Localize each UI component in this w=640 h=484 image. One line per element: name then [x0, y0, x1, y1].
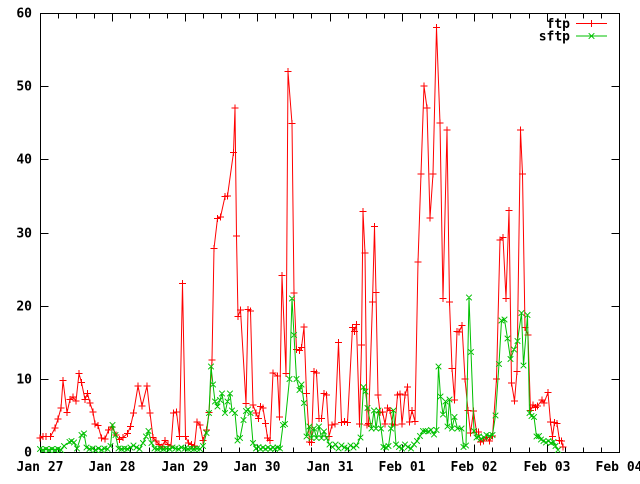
y-tick-label: 30: [16, 227, 32, 242]
sftp-line: [39, 297, 559, 451]
legend-sample-ftp: [576, 20, 607, 27]
x-tick-label: Feb 02: [451, 460, 498, 475]
x-axis: [40, 13, 620, 453]
y-axis: [40, 13, 620, 453]
sftp-markers: [36, 294, 562, 454]
legend-sample-sftp: [576, 32, 607, 40]
x-tick-label: Feb 03: [524, 460, 571, 475]
legend-marker-cross-icon: [588, 32, 595, 40]
x-tick-label: Feb 01: [379, 460, 426, 475]
x-tick-label: Jan 27: [17, 460, 64, 475]
y-tick-label: 0: [24, 446, 32, 461]
axes: [40, 13, 620, 453]
plot-border: [40, 13, 620, 453]
y-tick-label: 50: [16, 80, 32, 95]
x-tick-label: Jan 31: [307, 460, 354, 475]
legend-marker-plus-icon: [588, 20, 595, 27]
y-tick-label: 20: [16, 300, 32, 315]
y-tick-label: 10: [16, 373, 32, 388]
y-tick-label: 60: [16, 7, 32, 22]
y-tick-label: 40: [16, 153, 32, 168]
x-tick-label: Feb 04: [596, 460, 640, 475]
sftp-series: [36, 294, 562, 454]
legend-label-sftp: sftp: [539, 30, 570, 45]
legend-label-ftp: ftp: [547, 17, 571, 32]
x-tick-label: Jan 28: [89, 460, 136, 475]
x-tick-label: Jan 30: [234, 460, 281, 475]
axis-labels: 0 10 20 30 40 50 60 Jan 27 Jan 28 Jan 29 Jan 30 Jan…: [16, 7, 640, 476]
x-tick-label: Jan 29: [162, 460, 209, 475]
